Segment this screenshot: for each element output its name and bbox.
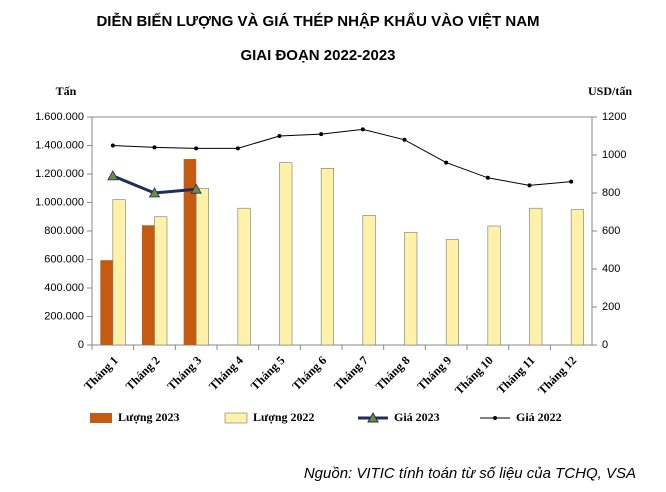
legend-label: Lượng 2023	[118, 410, 180, 424]
x-tick-label: Tháng 5	[248, 353, 288, 393]
line-marker	[527, 183, 532, 188]
bar	[570, 209, 584, 346]
source-note: Nguồn: VITIC tính toán từ số liệu của TC…	[304, 465, 636, 482]
x-tick-label: Tháng 8	[373, 353, 413, 393]
legend-label: Giá 2023	[394, 410, 440, 424]
legend-marker	[367, 411, 379, 423]
chart-subtitle: GIAI ĐOẠN 2022-2023	[240, 47, 395, 64]
legend-swatch	[224, 412, 248, 424]
bar	[195, 187, 209, 346]
y-tick-label: 1.200.000	[35, 168, 84, 180]
bar	[529, 207, 543, 346]
y2-tick-label: 600	[602, 225, 620, 237]
legend-swatch	[90, 413, 112, 423]
x-tick-label: Tháng 9	[414, 353, 454, 393]
line-marker	[485, 175, 490, 180]
y-tick-label: 1.400.000	[35, 139, 84, 151]
line-marker	[235, 146, 240, 151]
x-tick-label: Tháng 4	[206, 353, 246, 393]
line-marker	[402, 137, 407, 142]
bar	[279, 162, 293, 346]
bar	[154, 216, 168, 346]
bar	[100, 260, 113, 345]
x-tick-label: Tháng 2	[123, 353, 163, 393]
line-marker	[148, 187, 161, 198]
bar	[362, 215, 376, 346]
y-tick-label: 400.000	[44, 282, 84, 294]
line	[112, 128, 572, 186]
x-tick-label: Tháng 6	[289, 353, 329, 393]
chart-title: DIỄN BIẾN LƯỢNG VÀ GIÁ THÉP NHẬP KHẨU VÀ…	[96, 12, 539, 30]
y2-tick-label: 400	[602, 263, 620, 275]
line-marker	[152, 145, 157, 150]
x-tick-label: Tháng 1	[81, 353, 121, 393]
y-tick-label: 800.000	[44, 225, 84, 237]
x-tick-label: Tháng 3	[164, 353, 204, 393]
legend-label: Giá 2022	[516, 410, 562, 424]
y-tick-label: 1.000.000	[35, 196, 84, 208]
x-tick-label: Tháng 12	[535, 353, 579, 397]
y-tick-label: 200.000	[44, 310, 84, 322]
line-marker	[360, 127, 365, 132]
line-marker	[107, 170, 119, 181]
x-tick-label: Tháng 7	[331, 353, 371, 393]
y-tick-label: 0	[78, 339, 84, 351]
bar	[112, 199, 126, 346]
bar	[445, 239, 459, 346]
y2-tick-label: 1000	[602, 149, 626, 161]
line-marker	[190, 183, 202, 194]
bar	[237, 207, 251, 346]
line-marker	[110, 143, 115, 148]
x-tick-label: Tháng 10	[452, 353, 496, 397]
y-axis-label: Tấn	[56, 84, 77, 98]
line-marker	[319, 132, 324, 137]
legend-marker	[493, 416, 497, 420]
bar	[183, 159, 197, 345]
y-tick-label: 1.600.000	[35, 111, 84, 123]
bar	[142, 225, 155, 345]
line-marker	[277, 134, 282, 138]
y2-tick-label: 0	[602, 339, 608, 351]
bar	[404, 232, 418, 346]
line-marker	[194, 146, 199, 151]
line-marker	[444, 160, 449, 165]
y2-tick-label: 1200	[602, 111, 626, 123]
y2-tick-label: 200	[602, 301, 620, 313]
bar	[320, 168, 334, 346]
legend-label: Lượng 2022	[253, 410, 315, 424]
y2-tick-label: 800	[602, 187, 620, 199]
bar	[487, 225, 501, 346]
y-tick-label: 600.000	[44, 253, 84, 265]
line-marker	[569, 179, 574, 184]
x-tick-label: Tháng 11	[494, 353, 538, 397]
y2-axis-label: USD/tấn	[588, 84, 632, 98]
